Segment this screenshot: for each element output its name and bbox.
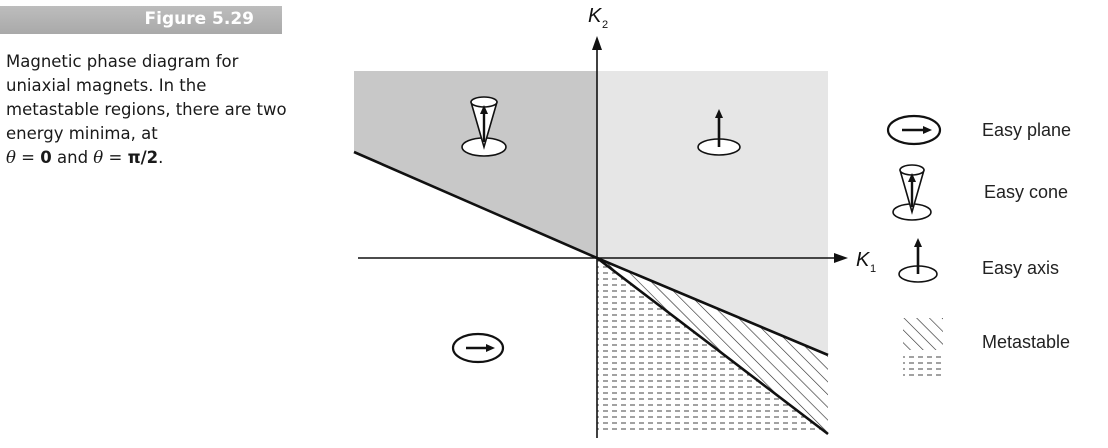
legend-easy-plane-icon xyxy=(886,114,942,146)
caption-eq-2: = xyxy=(103,148,128,167)
legend-easy-cone-icon xyxy=(892,164,932,221)
figure-label: Figure 5.29 xyxy=(144,9,255,29)
figure-label-tab: Figure 5.29 xyxy=(0,6,282,34)
k2-axis-arrowhead xyxy=(592,36,602,50)
easy-axis-region xyxy=(597,71,828,355)
legend-easy-plane-label: Easy plane xyxy=(982,120,1071,140)
caption-value-2: π/2 xyxy=(127,148,159,167)
legend: Easy plane Easy cone Easy axis Metastabl… xyxy=(886,114,1071,380)
easy-axis-icon xyxy=(697,109,741,156)
metastable-upper-boundary xyxy=(596,256,829,357)
legend-metastable-label: Metastable xyxy=(982,332,1070,352)
figure-caption: Magnetic phase diagram for uniaxial magn… xyxy=(6,50,296,170)
caption-eq-1: = xyxy=(15,148,41,167)
caption-prefix: Magnetic phase diagram for uniaxial magn… xyxy=(6,52,287,143)
caption-end: . xyxy=(158,148,164,167)
caption-theta-2: θ xyxy=(93,148,104,167)
legend-easy-axis-label: Easy axis xyxy=(982,258,1059,278)
easy-plane-icon xyxy=(451,332,505,364)
caption-theta-1: θ xyxy=(6,148,16,167)
legend-easy-axis-icon xyxy=(898,238,938,283)
caption-and: and xyxy=(51,148,94,167)
legend-easy-cone-label: Easy cone xyxy=(984,182,1068,202)
k2-axis-label: K xyxy=(588,5,603,27)
legend-metastable-icon xyxy=(903,318,943,380)
k1-axis-arrowhead xyxy=(834,253,848,263)
easy-cone-icon xyxy=(461,96,507,157)
k1-axis-subscript: 1 xyxy=(870,263,876,275)
k2-axis-subscript: 2 xyxy=(602,19,608,31)
cone-boundary-line xyxy=(353,150,598,260)
caption-value-1: 0 xyxy=(40,148,52,167)
easy-cone-region xyxy=(354,71,597,258)
metastable-lower-boundary xyxy=(596,256,829,436)
k1-axis-label: K xyxy=(856,249,871,271)
